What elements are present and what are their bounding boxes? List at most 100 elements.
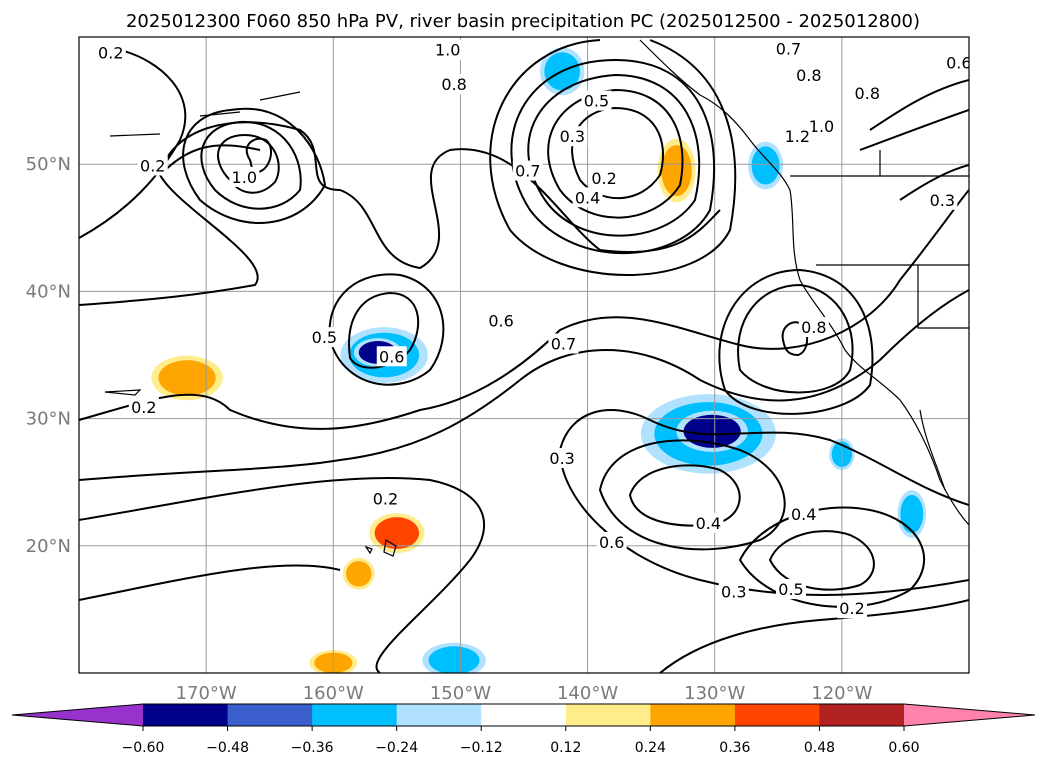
colorbar-extend-high <box>904 704 1035 726</box>
contour-label-bg <box>547 448 578 469</box>
contour-label-bg <box>837 598 868 619</box>
contour-label: 0.7 <box>512 160 543 181</box>
lon-tick-label: 120°W <box>811 683 872 704</box>
map-panel: 0.2 1.00.80.70.80.80.60.50.30.20.40.71.01… <box>78 36 970 674</box>
contour-label-text: 0.4 <box>696 514 721 533</box>
contour-label-bg <box>806 116 837 137</box>
contour-label-text: 0.3 <box>560 127 585 146</box>
contour-label: 0.8 <box>852 82 883 103</box>
colorbar-tick-label: −0.48 <box>206 740 249 756</box>
colorbar: −0.60 −0.48 −0.36 −0.24 −0.12 0.12 0.24 0.36 0.4… <box>11 703 1036 756</box>
contour-label: 0.8 <box>798 317 829 338</box>
contour-label-text: 0.7 <box>776 39 801 58</box>
colorbar-tick-label: −0.12 <box>460 740 503 756</box>
contour-label-bg <box>773 38 804 59</box>
contour-label-text: 0.2 <box>373 490 398 509</box>
contour-label-text: 0.3 <box>549 449 574 468</box>
colorbar-tick-label: 0.48 <box>804 740 835 756</box>
contour-label: 0.2 <box>128 397 159 418</box>
contour-label-text: 0.8 <box>855 84 880 103</box>
contour-label-bg <box>596 531 627 552</box>
contour-label: 0.6 <box>376 346 407 367</box>
contour-label: 0.2 <box>370 488 401 509</box>
contour-label-bg <box>776 579 806 600</box>
precip-area-negative-8 <box>428 646 480 673</box>
contour-label-text: 1.0 <box>809 117 834 136</box>
colorbar-tick-label: 0.60 <box>888 740 919 756</box>
colorbar-tick-label: −0.60 <box>122 740 165 756</box>
contour-label-bg <box>798 317 829 338</box>
map-background <box>79 37 969 673</box>
contour-label-bg <box>557 126 588 147</box>
colorbar-tick-label: 0.12 <box>550 740 581 756</box>
contour-label-bg <box>793 65 824 86</box>
contour-label: 0.2 <box>589 168 620 189</box>
contour-label-text: 1.0 <box>232 168 257 187</box>
contour-label-bg <box>229 166 260 187</box>
precip-area-negative-5 <box>751 146 780 185</box>
lat-tick-label: 40°N <box>26 281 71 302</box>
contour-label-text: 0.4 <box>791 505 816 524</box>
colorbar-tick-label: −0.36 <box>291 740 334 756</box>
contour-label: 0.3 <box>718 581 749 602</box>
contour-label-bg <box>370 488 401 509</box>
precip-area-positive-12 <box>346 561 372 587</box>
contour-label-bg <box>693 512 724 533</box>
contour-label: 0.6 <box>596 531 627 552</box>
colorbar-tick-label: 0.24 <box>635 740 666 756</box>
colorbar-segment <box>734 704 820 726</box>
contour-label-bg <box>376 346 407 367</box>
contour-label-text: 0.8 <box>441 75 466 94</box>
contour-label-text: 0.2 <box>140 156 165 175</box>
contour-label-bg <box>788 504 819 524</box>
contour-label: 1.2 <box>782 126 813 147</box>
lon-tick-label: 150°W <box>430 683 491 704</box>
coastlines <box>104 39 969 557</box>
precip-area-positive-11 <box>374 517 420 549</box>
contour-label-text: 0.2 <box>98 43 123 62</box>
lon-tick-label: 160°W <box>303 683 364 704</box>
contour-label-text: 0.2 <box>131 398 156 417</box>
contour-label: 0.5 <box>309 327 340 348</box>
contour-label-bg <box>852 82 883 103</box>
contour-label: 1.0 <box>806 116 837 137</box>
contour-label: 0.8 <box>439 74 470 95</box>
contour-label-bg <box>572 187 603 208</box>
colorbar-segment <box>227 704 313 726</box>
contour-label-bg <box>486 310 517 331</box>
contour-label-bg <box>581 90 612 111</box>
colorbar-segment <box>565 704 651 726</box>
colorbar-extend-low <box>12 704 143 726</box>
colorbar-segment <box>650 704 736 726</box>
contour-label: 0.3 <box>927 189 958 210</box>
contour-label-text: 0.2 <box>839 599 864 618</box>
precip-area-positive-9 <box>158 360 216 396</box>
colorbar-tick-label: −0.24 <box>375 740 418 756</box>
contour-label-bg <box>782 126 813 147</box>
contour-label-text: 0.3 <box>721 583 746 602</box>
colorbar-segment <box>396 704 482 726</box>
contour-label: 0.4 <box>693 512 724 533</box>
colorbar-segment <box>312 704 398 726</box>
contour-label: 0.5 <box>581 90 612 111</box>
contour-label: 0.4 <box>788 504 819 524</box>
contour-label-text: 0.7 <box>551 335 576 354</box>
figure-title: 2025012300 F060 850 hPa PV, river basin … <box>126 11 920 32</box>
contour-label-text: 0.5 <box>584 92 609 111</box>
contour-label-bg <box>943 52 969 73</box>
contour-label-text: 0.5 <box>312 328 337 347</box>
lat-tick-label: 20°N <box>26 536 71 557</box>
contour-label-text: 0.4 <box>575 188 600 207</box>
contour-label-bg <box>137 155 168 176</box>
contour-label: 0.7 <box>773 38 804 59</box>
contour-label: 0.5 <box>776 579 806 600</box>
contour-label-text: 0.6 <box>379 347 404 366</box>
precip-area-negative-4 <box>683 414 741 448</box>
contour-label: 1.0 <box>432 39 463 60</box>
contour-label-bg <box>548 333 579 354</box>
contour-label-bg <box>128 397 159 418</box>
lon-tick-label: 140°W <box>557 683 618 704</box>
colorbar-segment <box>819 704 905 726</box>
contour-label-text: 0.6 <box>599 533 624 552</box>
